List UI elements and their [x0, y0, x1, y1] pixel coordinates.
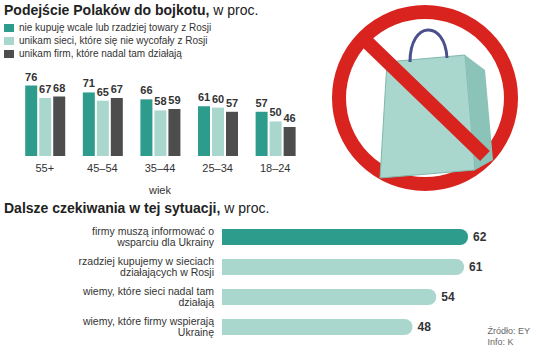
- svg-text:55+: 55+: [35, 162, 54, 174]
- svg-text:wiek: wiek: [148, 184, 172, 196]
- html-text:unikam firm, które nadal tam d: unikam firm, które nadal tam działają: [19, 48, 182, 59]
- svg-text:rzadziej kupujemy w sieciachdz: rzadziej kupujemy w sieciachdziałających…: [79, 255, 215, 278]
- svg-text:67: 67: [39, 83, 51, 95]
- svg-text:wiemy, które sieci nadal tamdz: wiemy, które sieci nadal tamdziałają: [82, 285, 214, 308]
- svg-text:59: 59: [168, 94, 180, 106]
- svg-text:62: 62: [473, 230, 487, 244]
- svg-text:48: 48: [418, 320, 432, 334]
- svg-text:68: 68: [53, 82, 65, 94]
- html-text:Info: K: Info: K: [487, 337, 514, 347]
- svg-text:18–24: 18–24: [260, 162, 291, 174]
- svg-text:35–44: 35–44: [145, 162, 176, 174]
- svg-text:67: 67: [111, 83, 123, 95]
- svg-text:58: 58: [154, 95, 166, 107]
- svg-text:firmy muszą informować owsparc: firmy muszą informować owsparciu dla Ukr…: [92, 225, 215, 248]
- html-text:unikam sieci, które się nie wy: unikam sieci, które się nie wycofały z R…: [19, 35, 208, 46]
- html-text:nie kupuję wcale lub rzadziej: nie kupuję wcale lub rzadziej towary z R…: [19, 22, 212, 33]
- svg-text:61: 61: [469, 260, 483, 274]
- html-text:Dalsze czekiwania w tej sytuac: Dalsze czekiwania w tej sytuacji, w proc…: [4, 200, 270, 216]
- svg-text:57: 57: [226, 97, 238, 109]
- svg-text:65: 65: [97, 86, 109, 98]
- svg-text:wiemy, które firmy wspierająUk: wiemy, które firmy wspierająUkrainę: [82, 315, 214, 338]
- svg-text:45–54: 45–54: [87, 162, 118, 174]
- html-text:Podejście Polaków do bojkotu,: Podejście Polaków do bojkotu, w proc.: [4, 2, 259, 18]
- svg-text:25–34: 25–34: [202, 162, 233, 174]
- svg-text:61: 61: [198, 91, 210, 103]
- svg-text:76: 76: [25, 71, 37, 83]
- svg-text:57: 57: [255, 97, 267, 109]
- svg-text:66: 66: [140, 84, 152, 96]
- svg-text:60: 60: [212, 93, 224, 105]
- html-text:Źródło: EY: Źródło: EY: [487, 326, 530, 336]
- svg-text:50: 50: [269, 106, 281, 118]
- svg-text:71: 71: [83, 77, 95, 89]
- svg-text:54: 54: [441, 290, 455, 304]
- svg-text:46: 46: [283, 112, 295, 124]
